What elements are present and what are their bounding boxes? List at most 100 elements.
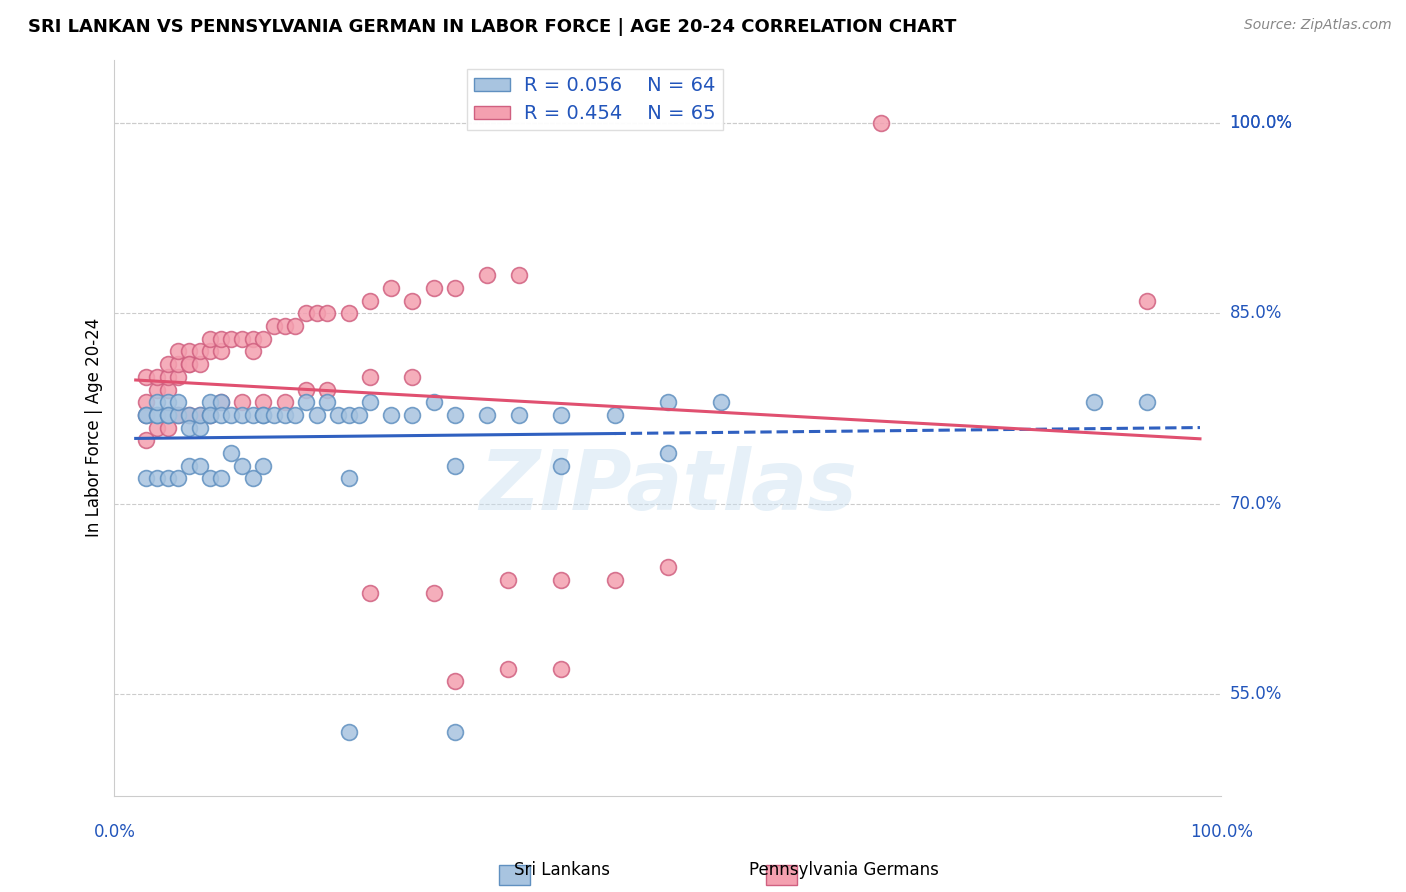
Point — [146, 420, 169, 434]
Point — [156, 369, 179, 384]
Point — [284, 408, 307, 422]
Text: 55.0%: 55.0% — [1230, 685, 1282, 703]
Point — [209, 408, 232, 422]
Point — [337, 306, 360, 320]
Text: SRI LANKAN VS PENNSYLVANIA GERMAN IN LABOR FORCE | AGE 20-24 CORRELATION CHART: SRI LANKAN VS PENNSYLVANIA GERMAN IN LAB… — [28, 18, 956, 36]
Point — [167, 408, 190, 422]
Point — [188, 357, 211, 371]
Point — [198, 332, 221, 346]
Point — [252, 395, 274, 409]
Point — [167, 408, 190, 422]
Point — [359, 369, 381, 384]
Point — [316, 383, 339, 397]
Point — [316, 395, 339, 409]
Point — [273, 319, 295, 334]
Point — [603, 408, 626, 422]
Point — [603, 573, 626, 587]
Point — [146, 395, 169, 409]
Point — [156, 471, 179, 485]
Point — [188, 344, 211, 359]
Point — [359, 293, 381, 308]
Point — [198, 471, 221, 485]
Point — [177, 357, 200, 371]
Point — [359, 585, 381, 599]
Point — [156, 395, 179, 409]
Point — [198, 408, 221, 422]
Point — [444, 674, 467, 689]
Point — [167, 395, 190, 409]
Point — [209, 471, 232, 485]
Point — [177, 458, 200, 473]
Point — [657, 446, 679, 460]
Point — [198, 395, 221, 409]
Point — [326, 408, 349, 422]
Point — [231, 332, 253, 346]
Point — [177, 344, 200, 359]
Point — [242, 332, 264, 346]
Point — [146, 471, 169, 485]
Point — [422, 281, 444, 295]
Point — [231, 395, 253, 409]
Point — [359, 395, 381, 409]
Point — [188, 408, 211, 422]
Point — [177, 408, 200, 422]
Point — [1136, 293, 1159, 308]
Point — [295, 306, 318, 320]
Point — [444, 458, 467, 473]
Point — [167, 369, 190, 384]
Point — [146, 383, 169, 397]
Point — [444, 408, 467, 422]
Text: 100.0%: 100.0% — [1189, 823, 1253, 841]
Text: Source: ZipAtlas.com: Source: ZipAtlas.com — [1244, 18, 1392, 32]
Point — [177, 408, 200, 422]
Point — [444, 725, 467, 739]
Point — [347, 408, 370, 422]
Point — [422, 395, 444, 409]
Text: 70.0%: 70.0% — [1230, 495, 1282, 513]
Point — [135, 408, 157, 422]
Point — [177, 357, 200, 371]
Point — [221, 408, 243, 422]
Point — [135, 408, 157, 422]
Point — [156, 357, 179, 371]
Point — [401, 369, 423, 384]
Point — [273, 408, 295, 422]
Point — [337, 725, 360, 739]
Point — [337, 408, 360, 422]
Text: 85.0%: 85.0% — [1230, 304, 1282, 322]
Point — [252, 332, 274, 346]
Point — [305, 306, 328, 320]
Point — [242, 344, 264, 359]
Point — [1083, 395, 1105, 409]
Point — [198, 408, 221, 422]
Point — [657, 560, 679, 574]
Point — [475, 408, 498, 422]
Text: 100.0%: 100.0% — [1230, 114, 1292, 132]
Point — [284, 319, 307, 334]
Point — [209, 344, 232, 359]
Point — [209, 332, 232, 346]
Point — [263, 408, 285, 422]
Point — [496, 662, 519, 676]
Point — [380, 281, 402, 295]
Point — [295, 395, 318, 409]
Point — [167, 357, 190, 371]
Point — [444, 281, 467, 295]
Point — [135, 471, 157, 485]
Point — [146, 408, 169, 422]
Point — [135, 408, 157, 422]
Point — [252, 458, 274, 473]
Point — [508, 408, 530, 422]
Point — [177, 420, 200, 434]
Text: 100.0%: 100.0% — [1230, 114, 1292, 132]
Legend: R = 0.056    N = 64, R = 0.454    N = 65: R = 0.056 N = 64, R = 0.454 N = 65 — [467, 69, 723, 130]
Point — [550, 458, 572, 473]
Point — [305, 408, 328, 422]
Point — [337, 471, 360, 485]
Point — [496, 573, 519, 587]
Point — [198, 344, 221, 359]
Point — [135, 434, 157, 448]
Point — [710, 395, 733, 409]
Text: 0.0%: 0.0% — [93, 823, 135, 841]
Point — [167, 471, 190, 485]
